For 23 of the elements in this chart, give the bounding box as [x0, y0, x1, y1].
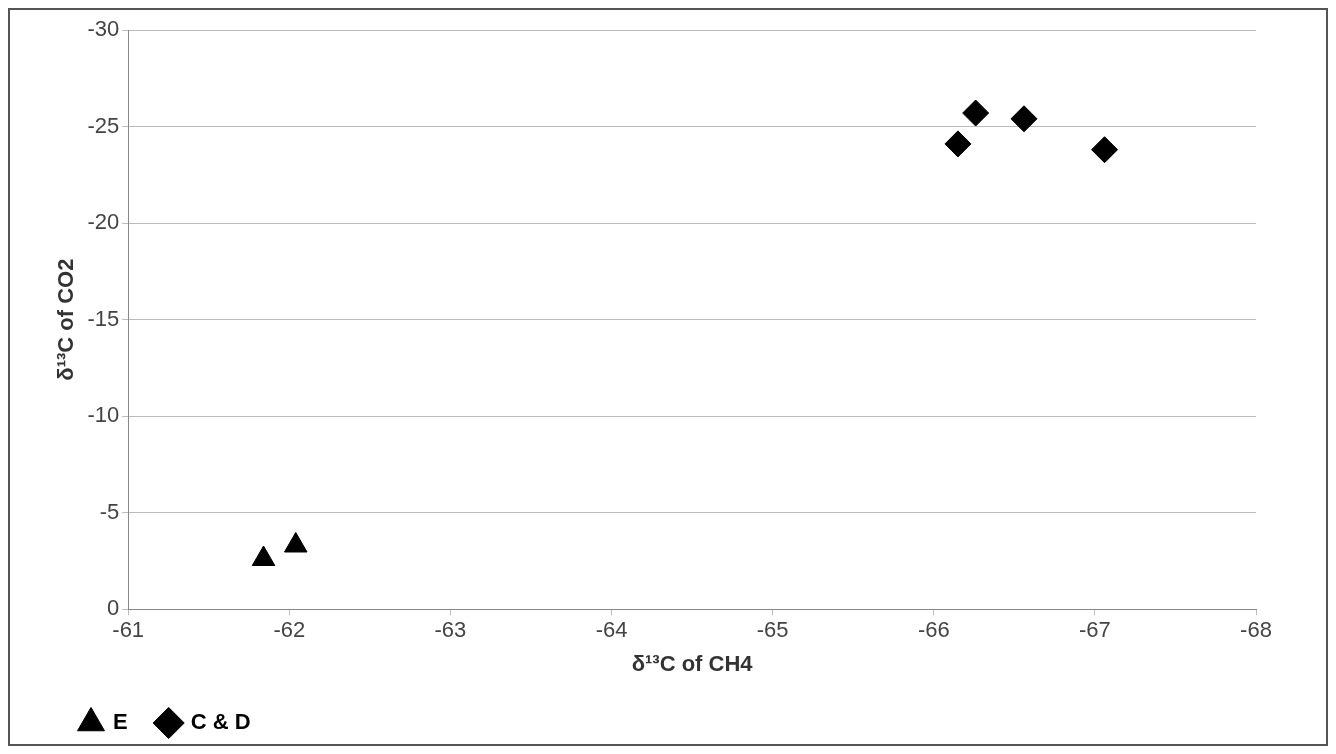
point — [1091, 136, 1119, 164]
x-tick-label: -68 — [1240, 617, 1272, 643]
point — [284, 531, 308, 553]
y-tick-label: -10 — [87, 402, 120, 428]
point — [962, 99, 990, 127]
y-tick-label: -15 — [87, 305, 120, 331]
legend-label: E — [113, 709, 128, 735]
x-tick-label: -64 — [595, 617, 628, 643]
y-tick-label: -25 — [87, 112, 120, 138]
legend-label: C & D — [190, 709, 251, 735]
x-axis-title: δ¹³C of CH4 — [631, 650, 754, 676]
point — [251, 545, 276, 566]
x-tick-label: -63 — [434, 617, 467, 643]
x-tick-label: -65 — [756, 617, 789, 643]
x-tick-label: -67 — [1078, 617, 1111, 643]
x-tick-label: -62 — [273, 617, 306, 643]
y-tick-label: -20 — [87, 209, 120, 235]
x-tick-label: -66 — [917, 617, 950, 643]
y-axis-title: δ¹³C of CO2 — [53, 258, 79, 381]
y-tick-label: -5 — [99, 498, 120, 524]
point — [944, 130, 972, 158]
point — [1010, 105, 1038, 133]
y-tick-label: -30 — [87, 16, 120, 42]
